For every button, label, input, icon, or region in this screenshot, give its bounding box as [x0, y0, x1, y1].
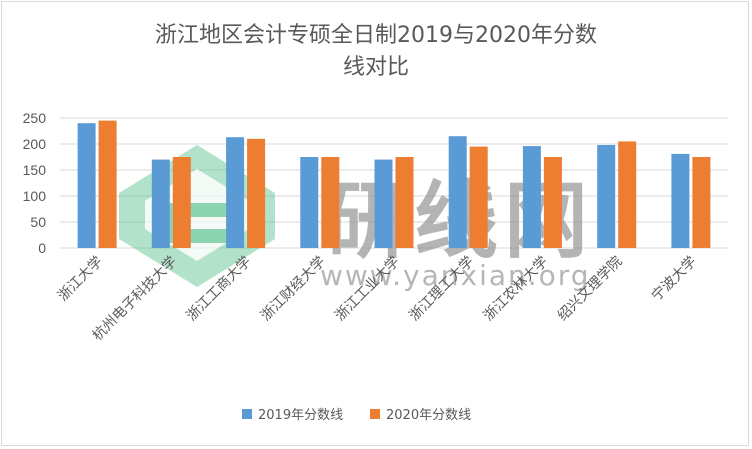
legend-label-2019: 2019年分数线	[258, 408, 343, 423]
legend-swatch-2019	[242, 409, 252, 419]
bar-2019	[300, 157, 319, 248]
bar-2019	[448, 136, 467, 248]
bar-2020	[172, 157, 191, 248]
bar-2020	[618, 141, 637, 248]
bar-2020	[692, 157, 711, 248]
bar-2020	[247, 138, 266, 248]
x-tick-label: 浙江财经大学	[258, 254, 329, 325]
y-tick-label: 100	[23, 188, 47, 204]
bar-2019	[226, 137, 245, 248]
x-tick-label: 浙江大学	[55, 254, 106, 305]
legend-swatch-2020	[370, 409, 380, 419]
bar-2019	[151, 159, 170, 248]
bar-2020	[321, 157, 340, 248]
y-tick-label: 50	[30, 214, 46, 230]
bar-2020	[469, 146, 488, 248]
bar-2019	[522, 146, 541, 248]
chart-title-line-2: 线对比	[343, 55, 409, 80]
y-tick-label: 0	[38, 240, 46, 256]
y-tick-label: 150	[23, 162, 47, 178]
watermark-url: www.yanxian.org	[320, 259, 591, 292]
bar-2020	[395, 157, 414, 248]
bar-2019	[597, 145, 616, 248]
y-tick-label: 200	[23, 136, 47, 152]
bar-2019	[671, 153, 690, 248]
y-tick-label: 250	[23, 110, 47, 126]
x-tick-label: 宁波大学	[648, 253, 700, 305]
bars	[77, 120, 711, 248]
legend: 2019年分数线 2020年分数线	[242, 408, 471, 423]
legend-label-2020: 2020年分数线	[386, 408, 471, 423]
bar-2019	[77, 123, 96, 248]
y-axis-ticks: 0 50 100 150 200 250	[23, 110, 47, 256]
bar-2020	[543, 157, 562, 248]
chart-title-line-1: 浙江地区会计专硕全日制2019与2020年分数	[155, 23, 597, 48]
bar-2020	[98, 120, 117, 248]
bar-2019	[374, 159, 393, 248]
